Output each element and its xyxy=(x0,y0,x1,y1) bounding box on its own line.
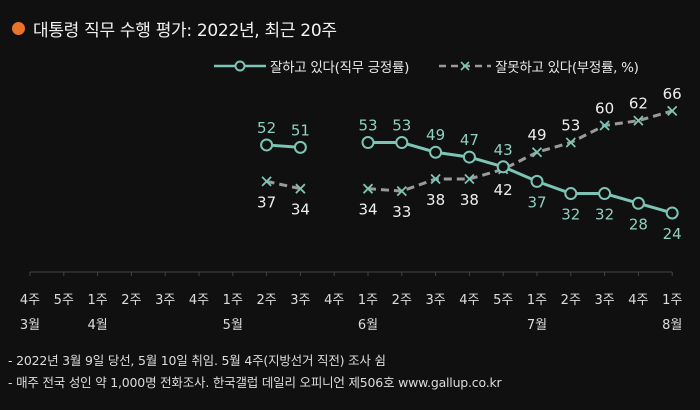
data-label: 37 xyxy=(527,193,546,211)
data-label: 37 xyxy=(257,193,276,211)
title-bullet-dot-icon xyxy=(12,22,25,35)
data-label: 51 xyxy=(291,121,310,139)
circle-marker-icon xyxy=(665,206,679,220)
data-label: 52 xyxy=(257,119,276,137)
circle-marker-icon xyxy=(530,174,544,188)
series-positive xyxy=(260,136,679,220)
data-label: 38 xyxy=(426,191,445,209)
circle-marker-icon xyxy=(631,196,645,210)
data-label: 42 xyxy=(494,181,513,199)
negative-line xyxy=(266,179,301,191)
x-tick-week-label: 1주 xyxy=(223,293,243,308)
x-marker-icon xyxy=(565,137,576,148)
x-tick-week-label: 1주 xyxy=(87,293,107,308)
x-tick-week-label: 3주 xyxy=(594,293,614,308)
x-tick-week-label: 1주 xyxy=(358,293,378,308)
data-label: 66 xyxy=(663,85,682,103)
data-label: 33 xyxy=(392,203,411,221)
data-label: 62 xyxy=(629,95,648,113)
data-label: 53 xyxy=(358,117,377,135)
footnotes: - 2022년 3월 9일 당선, 5월 10일 취임. 5월 4주(지방선거 … xyxy=(8,350,502,394)
data-label: 34 xyxy=(358,201,377,219)
chart-title: 대통령 직무 수행 평가: 2022년, 최근 20주 xyxy=(12,16,337,41)
x-tick-week-label: 3주 xyxy=(155,293,175,308)
circle-marker-icon xyxy=(361,136,375,150)
x-tick-month-label: 4월 xyxy=(87,318,107,333)
x-tick-week-label: 2주 xyxy=(392,293,412,308)
line-chart: 4주 5주 1주 2주 3주 4주 1주 2주 3주 4주 1주 2주 3주 4주 5주 1주 2주 3주 4주 1주… xyxy=(20,85,682,333)
x-tick-week-label: 4주 xyxy=(459,293,479,308)
x-tick-week-label: 4주 xyxy=(189,293,209,308)
x-marker-icon xyxy=(464,173,475,185)
data-label: 53 xyxy=(392,117,411,135)
series-negative xyxy=(261,105,678,197)
data-label: 47 xyxy=(460,131,479,149)
x-tick-month-label: 6월 xyxy=(358,318,378,333)
data-label: 32 xyxy=(595,206,614,224)
x-tick-week-label: 2주 xyxy=(256,293,276,308)
x-tick-month-label: 3월 xyxy=(20,318,40,333)
x-tick-week-label: 4주 xyxy=(628,293,648,308)
x-tick-week-label: 5주 xyxy=(493,293,513,308)
data-labels: 52 51 53 53 49 47 43 37 32 32 28 24 37 34 34 33 38 38 42 49… xyxy=(257,85,682,243)
legend-label-positive: 잘하고 있다(직무 긍정률) xyxy=(270,60,410,76)
circle-marker-icon xyxy=(462,150,476,164)
x-marker-icon xyxy=(396,185,407,197)
x-marker-icon xyxy=(531,147,543,158)
x-tick-week-label: 4주 xyxy=(324,293,344,308)
circle-marker-icon xyxy=(260,138,274,152)
x-tick-week-label: 4주 xyxy=(20,293,40,308)
circle-marker-icon xyxy=(429,145,443,159)
legend-item-negative: 잘못하고 있다(부정률, %) xyxy=(439,56,639,76)
x-tick-month-label: 8월 xyxy=(662,318,682,333)
data-label: 38 xyxy=(460,191,479,209)
chart-legend: 잘하고 있다(직무 긍정률) 잘못하고 있다(부정률, %) xyxy=(214,56,639,76)
legend-label-negative: 잘못하고 있다(부정률, %) xyxy=(495,60,639,76)
x-tick-week-label: 1주 xyxy=(527,293,547,308)
data-label: 53 xyxy=(561,117,580,135)
x-marker-icon xyxy=(295,183,306,194)
data-label: 28 xyxy=(629,215,648,233)
x-marker-icon xyxy=(261,176,272,187)
x-marker-icon xyxy=(599,120,610,131)
x-tick-week-label: 2주 xyxy=(561,293,581,308)
x-tick-week-label: 1주 xyxy=(662,293,682,308)
chart-title-text: 대통령 직무 수행 평가: 2022년, 최근 20주 xyxy=(33,21,337,41)
circle-marker-icon xyxy=(395,136,409,150)
circle-marker-icon xyxy=(496,160,510,174)
legend-line-circle-icon xyxy=(214,60,266,72)
x-axis: 4주 5주 1주 2주 3주 4주 1주 2주 3주 4주 1주 2주 3주 4주 5주 1주 2주 3주 4주 1주… xyxy=(20,271,682,333)
x-tick-month-label: 7월 xyxy=(527,318,547,333)
circle-marker-icon xyxy=(293,140,307,154)
x-marker-icon xyxy=(362,183,374,194)
x-marker-icon xyxy=(633,115,644,126)
x-marker-icon xyxy=(430,173,441,185)
data-label: 43 xyxy=(494,141,513,159)
data-label: 32 xyxy=(561,206,580,224)
data-label: 49 xyxy=(426,126,445,144)
x-tick-week-label: 3주 xyxy=(425,293,445,308)
x-tick-week-label: 5주 xyxy=(54,293,74,308)
negative-line xyxy=(367,109,673,193)
data-label: 49 xyxy=(527,126,546,144)
x-tick-week-label: 3주 xyxy=(290,293,310,308)
legend-item-positive: 잘하고 있다(직무 긍정률) xyxy=(214,56,409,76)
x-marker-icon xyxy=(667,105,678,117)
positive-line xyxy=(368,141,673,215)
data-label: 34 xyxy=(291,201,310,219)
footnote-2: - 매주 전국 성인 약 1,000명 전화조사. 한국갤럽 데일리 오피니언 … xyxy=(8,375,502,390)
circle-marker-icon xyxy=(564,187,578,201)
data-label: 24 xyxy=(663,225,682,243)
footnote-1: - 2022년 3월 9일 당선, 5월 10일 취임. 5월 4주(지방선거 … xyxy=(8,353,386,368)
legend-dashed-line-x-icon xyxy=(439,61,492,71)
x-tick-month-label: 5월 xyxy=(223,318,243,333)
x-tick-week-label: 2주 xyxy=(121,293,141,308)
data-label: 60 xyxy=(595,100,614,118)
circle-marker-icon xyxy=(598,187,612,201)
